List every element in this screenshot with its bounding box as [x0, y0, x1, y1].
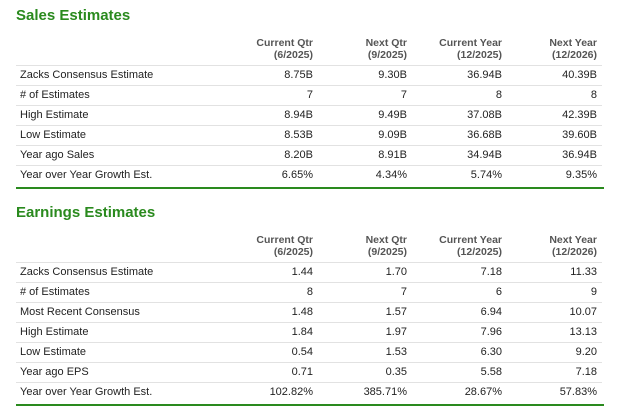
column-period: (12/2025) — [457, 49, 502, 61]
cell-value: 1.70 — [385, 266, 407, 278]
cell-value: 1.57 — [385, 306, 407, 318]
column-header: Next Year — [549, 37, 597, 49]
cell-value: 5.74% — [470, 169, 502, 181]
column-header: Next Year — [549, 234, 597, 246]
column-header: Current Year — [439, 234, 502, 246]
row-label: Zacks Consensus Estimate — [20, 266, 154, 278]
row-label: Zacks Consensus Estimate — [20, 69, 154, 81]
row-separator — [16, 145, 602, 146]
row-label: # of Estimates — [20, 89, 90, 101]
row-label: High Estimate — [20, 326, 89, 338]
cell-value: 1.97 — [385, 326, 407, 338]
cell-value: 34.94B — [467, 149, 502, 161]
row-separator — [16, 362, 602, 363]
cell-value: 1.84 — [291, 326, 313, 338]
cell-value: 7.96 — [480, 326, 502, 338]
cell-value: 7.18 — [575, 366, 597, 378]
cell-value: 36.68B — [467, 129, 502, 141]
column-header: Current Year — [439, 37, 502, 49]
column-header: Next Qtr — [365, 234, 407, 246]
cell-value: 36.94B — [467, 69, 502, 81]
row-label: Most Recent Consensus — [20, 306, 140, 318]
column-period: (9/2025) — [367, 49, 407, 61]
cell-value: 4.34% — [375, 169, 407, 181]
cell-value: 7 — [400, 286, 407, 298]
cell-value: 6.94 — [480, 306, 502, 318]
row-label: High Estimate — [20, 109, 89, 121]
row-label: Year ago EPS — [20, 366, 89, 378]
cell-value: 102.82% — [269, 386, 313, 398]
row-separator — [16, 165, 602, 166]
cell-value: 57.83% — [559, 386, 597, 398]
cell-value: 6.65% — [281, 169, 313, 181]
cell-value: 7 — [400, 89, 407, 101]
cell-value: 8 — [590, 89, 597, 101]
column-period: (12/2026) — [552, 49, 597, 61]
row-separator — [16, 322, 602, 323]
row-separator — [16, 85, 602, 86]
cell-value: 42.39B — [562, 109, 597, 121]
cell-value: 1.48 — [291, 306, 313, 318]
cell-value: 8 — [306, 286, 313, 298]
cell-value: 28.67% — [464, 386, 502, 398]
cell-value: 9.30B — [378, 69, 407, 81]
cell-value: 7 — [306, 89, 313, 101]
cell-value: 8.91B — [378, 149, 407, 161]
row-separator — [16, 302, 602, 303]
cell-value: 10.07 — [569, 306, 597, 318]
cell-value: 0.35 — [385, 366, 407, 378]
row-separator — [16, 262, 602, 263]
cell-value: 1.44 — [291, 266, 313, 278]
cell-value: 9 — [590, 286, 597, 298]
cell-value: 385.71% — [363, 386, 407, 398]
row-label: # of Estimates — [20, 286, 90, 298]
cell-value: 40.39B — [562, 69, 597, 81]
column-period: (6/2025) — [273, 246, 313, 258]
cell-value: 0.54 — [291, 346, 313, 358]
cell-value: 9.49B — [378, 109, 407, 121]
cell-value: 6.30 — [480, 346, 502, 358]
cell-value: 37.08B — [467, 109, 502, 121]
row-label: Low Estimate — [20, 346, 87, 358]
section-title: Sales Estimates — [16, 7, 131, 24]
row-label: Low Estimate — [20, 129, 87, 141]
cell-value: 9.35% — [565, 169, 597, 181]
cell-value: 6 — [495, 286, 502, 298]
cell-value: 5.58 — [480, 366, 502, 378]
cell-value: 7.18 — [480, 266, 502, 278]
row-separator — [16, 105, 602, 106]
cell-value: 8.53B — [284, 129, 313, 141]
cell-value: 9.20 — [575, 346, 597, 358]
column-period: (6/2025) — [273, 49, 313, 61]
column-header: Current Qtr — [256, 234, 313, 246]
row-separator — [16, 382, 602, 383]
row-separator — [16, 65, 602, 66]
cell-value: 8.94B — [284, 109, 313, 121]
cell-value: 13.13 — [569, 326, 597, 338]
row-separator — [16, 342, 602, 343]
column-period: (12/2025) — [457, 246, 502, 258]
cell-value: 39.60B — [562, 129, 597, 141]
section-divider — [16, 404, 604, 406]
row-label: Year over Year Growth Est. — [20, 386, 153, 398]
cell-value: 9.09B — [378, 129, 407, 141]
cell-value: 11.33 — [570, 266, 597, 278]
row-label: Year over Year Growth Est. — [20, 169, 153, 181]
cell-value: 8 — [495, 89, 502, 101]
cell-value: 8.20B — [284, 149, 313, 161]
row-separator — [16, 125, 602, 126]
cell-value: 0.71 — [291, 366, 313, 378]
section-divider — [16, 187, 604, 189]
section-title: Earnings Estimates — [16, 204, 156, 221]
cell-value: 36.94B — [562, 149, 597, 161]
column-period: (12/2026) — [552, 246, 597, 258]
row-label: Year ago Sales — [20, 149, 95, 161]
column-period: (9/2025) — [367, 246, 407, 258]
column-header: Next Qtr — [365, 37, 407, 49]
column-header: Current Qtr — [256, 37, 313, 49]
cell-value: 1.53 — [385, 346, 407, 358]
cell-value: 8.75B — [284, 69, 313, 81]
row-separator — [16, 282, 602, 283]
